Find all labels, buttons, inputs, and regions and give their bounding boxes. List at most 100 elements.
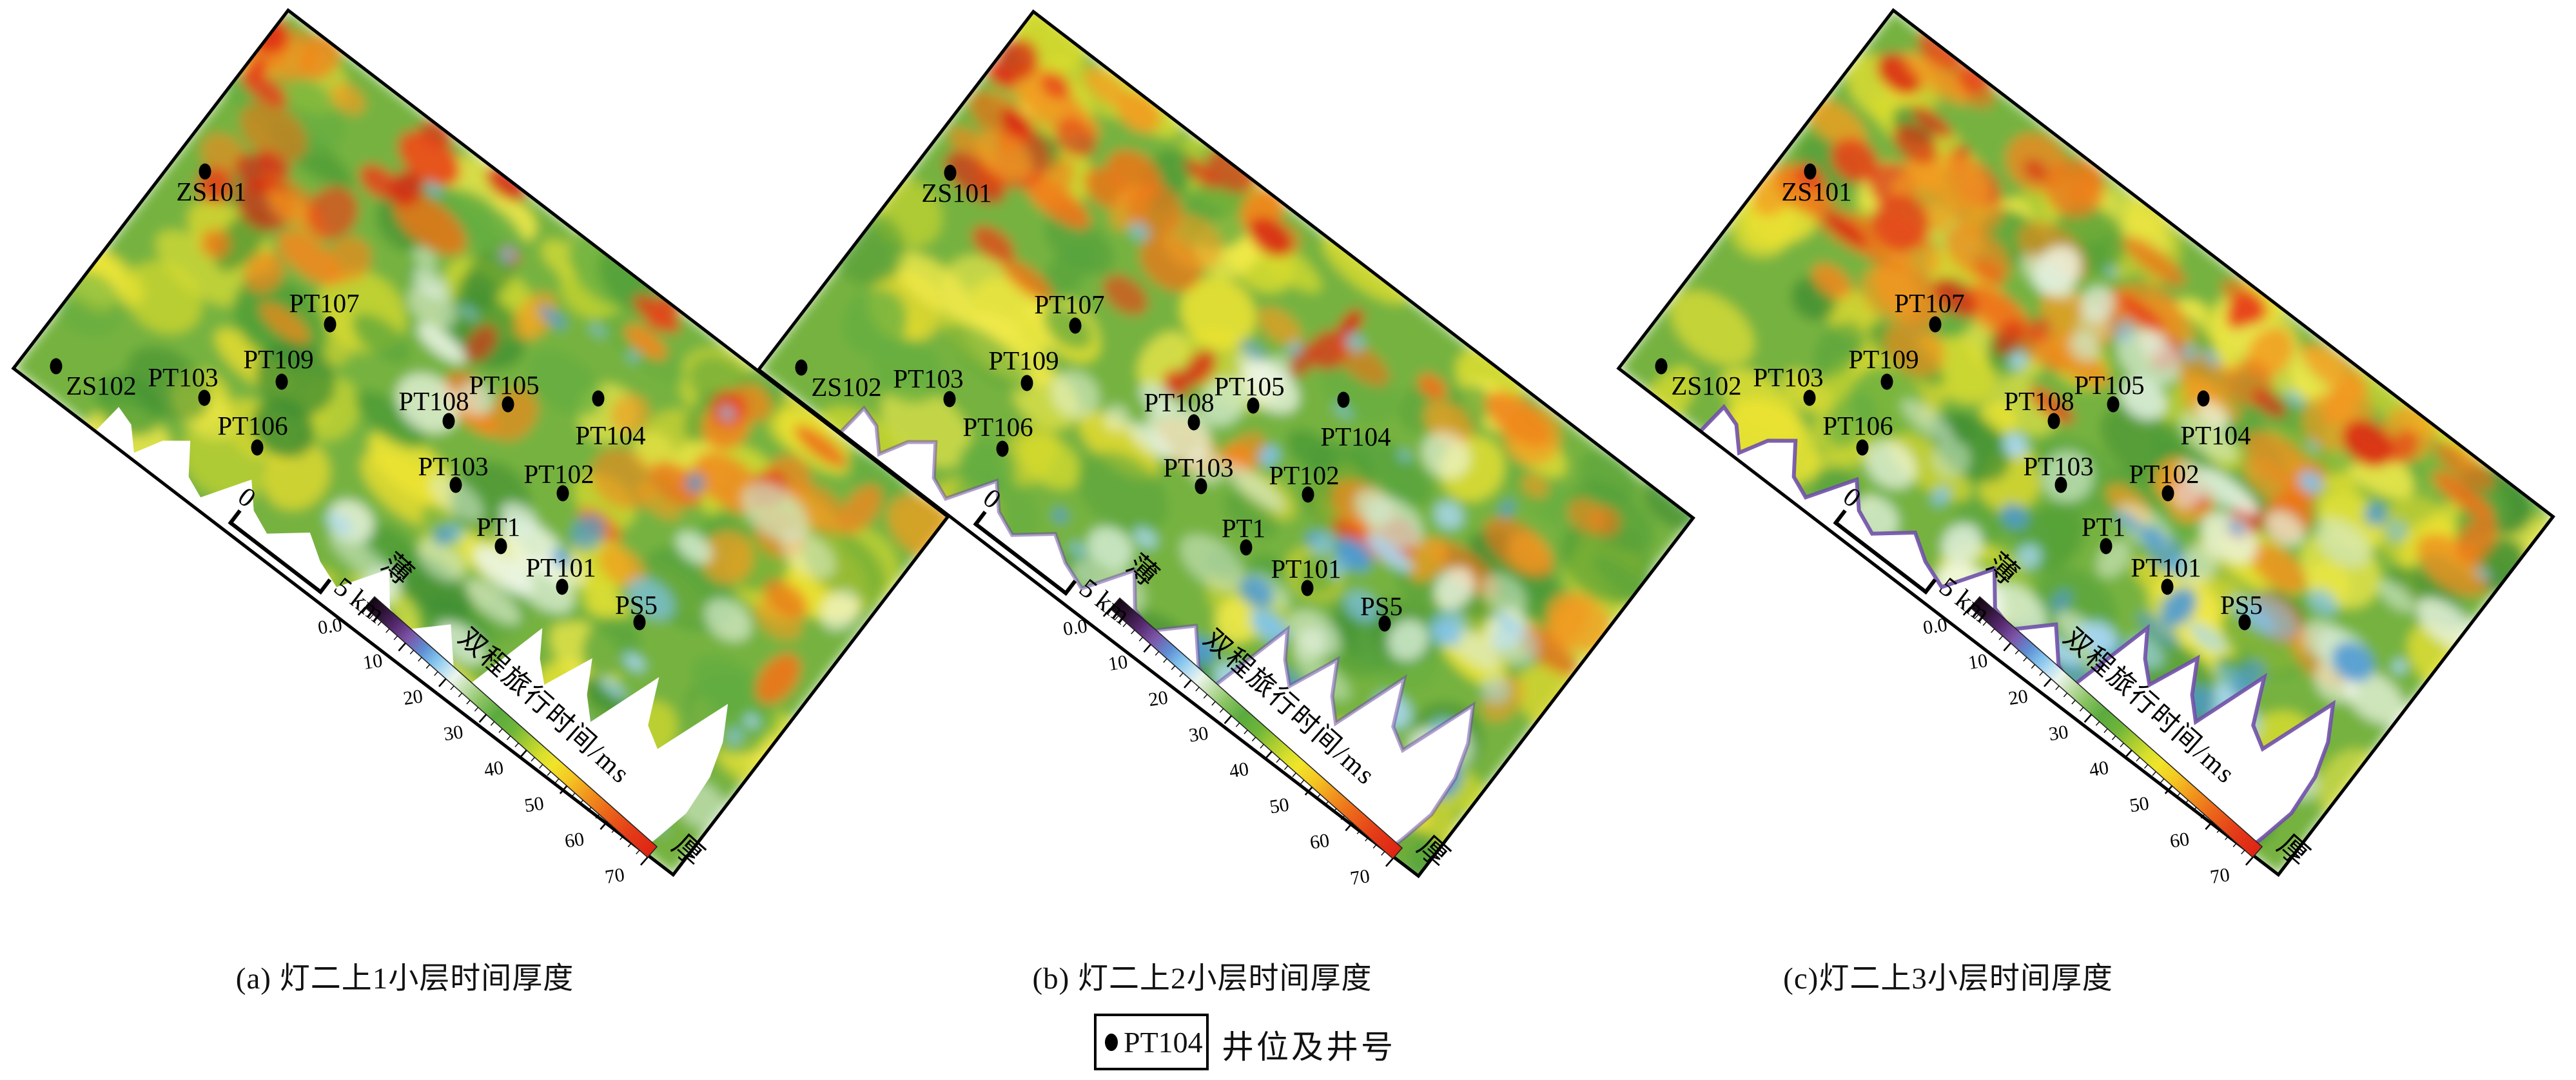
colorbar-minor-tick [2023,657,2027,662]
well-dot-icon [633,614,646,631]
scalebar-end-tick [1833,509,1847,526]
well-dot-icon [494,538,507,555]
colorbar-tick-label: 70 [1349,865,1371,889]
well-label: PT108 [398,386,469,416]
well-marker-PT105: PT105 [469,370,540,413]
well-label: PT103 [1163,453,1233,482]
well-label: PT103 [893,364,963,393]
colorbar-tick-label: 60 [1309,830,1331,854]
no-data-region [840,408,1474,852]
colorbar-minor-tick [1276,758,1280,763]
well-label: PT103 [2023,451,2093,481]
well-dot-icon [199,163,211,180]
colorbar-minor-tick [2184,800,2189,805]
well-label: PT102 [2129,459,2199,489]
well-marker-PT101: PT101 [1271,554,1342,596]
well-label: ZS102 [1671,371,1741,400]
colorbar-tick-label: 70 [2209,864,2231,888]
colorbar-tick [600,821,608,830]
well-dot-icon [2047,413,2060,429]
well-marker-PS5: PS5 [1360,591,1403,632]
map-border [1616,8,2555,878]
well-label: PT104 [1320,422,1390,451]
colorbar-minor-tick [2095,721,2100,726]
colorbar-tick-label: 0.0 [1062,615,1089,640]
colorbar-tick [357,607,366,616]
heatmap-c [1618,10,2553,875]
well-label: PT101 [525,553,596,582]
colorbar-gradient-bar [1109,597,1403,859]
well-label: PT1 [1222,513,1265,543]
colorbar-minor-tick [587,807,592,812]
well-label: PT107 [1894,288,1964,318]
well-marker-PT1: PT1 [2082,512,2125,555]
colorbar-tick-label: 20 [1147,687,1169,711]
colorbar-minor-tick [377,621,382,626]
well-marker-PT102: PT102 [523,459,594,502]
colorbar-minor-tick [1340,815,1345,820]
well-dot-icon [251,439,264,456]
colorbar-tick-label: 60 [563,829,586,852]
wells-layer: ZS101 PT107 PT109 ZS102 PT103 PT106 PT108PT105… [795,164,1403,632]
heatmap-a [13,10,948,875]
colorbar-minor-tick [531,757,535,762]
colorbar-minor-tick [498,728,503,733]
colorbar-tick-label: 70 [603,864,626,888]
well-dot-icon [1105,1033,1118,1051]
caption-c: (c)灯二上3小层时间厚度 [1783,962,2113,996]
well-dot-icon [449,476,462,493]
colorbar-minor-tick [490,721,495,726]
scalebar-end-tick [228,509,242,526]
well-dot-icon [1880,373,1893,390]
colorbar-minor-tick [2160,778,2165,783]
well-label: PT103 [148,362,218,392]
colorbar-minor-tick [2103,728,2108,733]
colorbar-minor-tick [506,735,511,740]
colorbar-minor-tick [1260,743,1264,749]
colorbar-tick [519,749,527,759]
colorbar-minor-tick [636,850,640,855]
colorbar-tick-label: 20 [402,685,424,709]
colorbar-minor-tick [547,771,551,776]
well-dot-icon [1301,580,1314,596]
colorbar-tick-label: 10 [362,650,384,674]
colorbar-minor-tick [369,614,374,619]
well-label: PT102 [1269,460,1339,490]
scalebar-end-tick [1063,580,1077,596]
colorbar-tick-label: 20 [2007,685,2029,709]
well-label: PT104 [575,420,645,450]
well-marker-PT101: PT101 [2131,553,2201,595]
well-label: PT1 [476,512,520,542]
colorbar-minor-tick [539,764,543,769]
colorbar-minor-tick [1365,836,1369,841]
well-dot-icon [2100,538,2113,555]
colorbar-minor-tick [393,635,398,640]
well-label: PS5 [2220,590,2263,620]
colorbar-ticks [1102,608,1394,867]
well-label: ZS101 [1781,177,1851,206]
scalebar-end-tick [973,510,987,527]
colorbar-tick [1143,643,1151,653]
well-marker-PT108: PT108 [398,386,469,429]
well-marker-PT109: PT109 [1848,344,1919,390]
colorbar-minor-tick [2079,707,2084,712]
colorbar-tick-label: 50 [2128,792,2151,816]
colorbar-minor-tick [2241,850,2245,855]
well-label: ZS102 [811,372,881,402]
scalebar-line [229,521,322,594]
well-marker-PT104: PT104 [1320,391,1391,451]
well-label: PT101 [2131,553,2201,582]
colorbar-minor-tick [571,792,576,798]
well-dot-icon [2161,578,2174,595]
well-label: PT103 [418,451,488,481]
well-dot-icon [996,440,1009,457]
colorbar-minor-tick [466,700,471,705]
colorbar-minor-tick [627,843,632,847]
colorbar-minor-tick [2200,814,2205,819]
well-marker-PT106: PT106 [217,411,288,456]
well-label: PT108 [1144,388,1214,417]
colorbar-minor-tick [2232,843,2238,847]
well-label: ZS101 [176,177,246,206]
